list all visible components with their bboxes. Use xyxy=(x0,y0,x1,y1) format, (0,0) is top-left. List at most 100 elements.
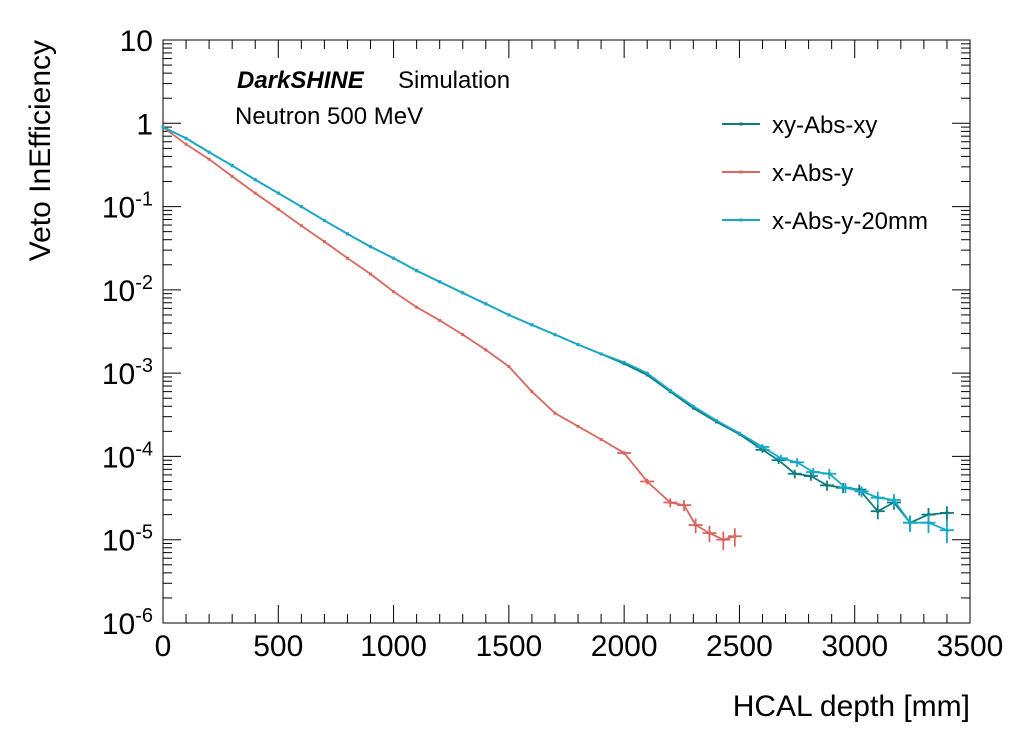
x-tick-label: 2000 xyxy=(591,630,658,663)
data-point xyxy=(553,411,557,415)
legend-label: x-Abs-y xyxy=(772,160,853,187)
data-point xyxy=(530,390,534,394)
data-point xyxy=(507,365,511,369)
data-point xyxy=(645,480,649,484)
data-point xyxy=(415,269,419,273)
data-point xyxy=(553,333,557,337)
series-x-Abs-y-20mm xyxy=(161,125,954,544)
data-point xyxy=(825,483,829,487)
data-point xyxy=(908,521,912,525)
x-tick-label: 0 xyxy=(155,630,172,663)
data-point xyxy=(622,360,626,364)
data-point xyxy=(392,256,396,260)
y-tick-label: 10-5 xyxy=(102,522,153,558)
data-point xyxy=(843,486,847,490)
legend-label: x-Abs-y-20mm xyxy=(772,208,928,235)
data-point xyxy=(299,224,303,228)
data-point xyxy=(253,191,257,195)
data-point xyxy=(276,191,280,195)
data-point xyxy=(299,205,303,209)
x-axis-title: HCAL depth [mm] xyxy=(733,690,970,723)
data-point xyxy=(876,509,880,513)
series-x-Abs-y xyxy=(161,125,742,551)
y-tick-label: 10-6 xyxy=(102,605,153,641)
data-point xyxy=(253,178,257,182)
x-tick-label: 3500 xyxy=(937,630,1004,663)
data-point xyxy=(530,323,534,327)
legend-marker xyxy=(739,170,743,174)
process-label: Neutron 500 MeV xyxy=(235,103,423,130)
y-tick-label: 10-2 xyxy=(102,272,153,308)
data-point xyxy=(694,523,698,527)
x-tick-label: 1500 xyxy=(475,630,542,663)
data-point xyxy=(576,424,580,428)
data-point xyxy=(926,521,930,525)
data-point xyxy=(645,373,649,377)
data-point xyxy=(415,305,419,309)
series-line xyxy=(162,126,736,541)
y-tick-label: 10 xyxy=(120,25,153,58)
data-point xyxy=(892,498,896,502)
data-point xyxy=(230,174,234,178)
x-tick-label: 1000 xyxy=(360,630,427,663)
data-point xyxy=(668,388,672,392)
data-point xyxy=(276,207,280,211)
plot-frame xyxy=(162,39,971,624)
data-point xyxy=(599,352,603,356)
data-point xyxy=(795,460,799,464)
data-point xyxy=(707,531,711,535)
data-point xyxy=(876,496,880,500)
legend-marker xyxy=(739,122,743,126)
data-point xyxy=(438,318,442,322)
data-point xyxy=(691,406,695,410)
y-tick-label: 10-1 xyxy=(102,189,153,225)
data-point xyxy=(438,280,442,284)
data-point xyxy=(827,472,831,476)
data-point xyxy=(721,538,725,542)
x-tick-label: 3000 xyxy=(821,630,888,663)
data-point xyxy=(645,371,649,375)
data-point xyxy=(576,343,580,347)
data-point xyxy=(507,313,511,317)
data-point xyxy=(207,150,211,154)
data-point xyxy=(777,458,781,462)
data-point xyxy=(322,219,326,223)
data-point xyxy=(793,472,797,476)
data-point xyxy=(945,511,949,515)
data-point xyxy=(345,256,349,260)
series-line xyxy=(162,126,948,532)
data-point xyxy=(461,333,465,337)
data-point xyxy=(857,488,861,492)
data-point xyxy=(230,164,234,168)
legend-marker xyxy=(739,218,743,222)
data-point xyxy=(733,534,737,538)
x-tick-label: 2500 xyxy=(706,630,773,663)
data-point xyxy=(811,470,815,474)
data-point xyxy=(622,451,626,455)
status-label: Simulation xyxy=(398,67,510,94)
data-point xyxy=(779,456,783,460)
data-point xyxy=(484,348,488,352)
data-point xyxy=(345,232,349,236)
data-point xyxy=(484,302,488,306)
data-point xyxy=(945,528,949,532)
data-point xyxy=(599,437,603,441)
data-point xyxy=(760,445,764,449)
data-point xyxy=(369,272,373,276)
data-point xyxy=(184,142,188,146)
experiment-label: DarkSHINE xyxy=(237,67,365,94)
data-point xyxy=(207,157,211,161)
data-point xyxy=(737,431,741,435)
data-point xyxy=(322,240,326,244)
data-point xyxy=(668,500,672,504)
y-axis-title: Veto InEfficiency xyxy=(24,40,57,261)
legend-label: xy-Abs-xy xyxy=(772,112,877,139)
data-point xyxy=(392,290,396,294)
x-tick-label: 500 xyxy=(253,630,303,663)
y-tick-label: 1 xyxy=(136,108,153,141)
y-tick-label: 10-3 xyxy=(102,355,153,391)
y-tick-label: 10-4 xyxy=(102,438,153,474)
data-point xyxy=(860,489,864,493)
data-point xyxy=(809,474,813,478)
data-point xyxy=(714,419,718,423)
